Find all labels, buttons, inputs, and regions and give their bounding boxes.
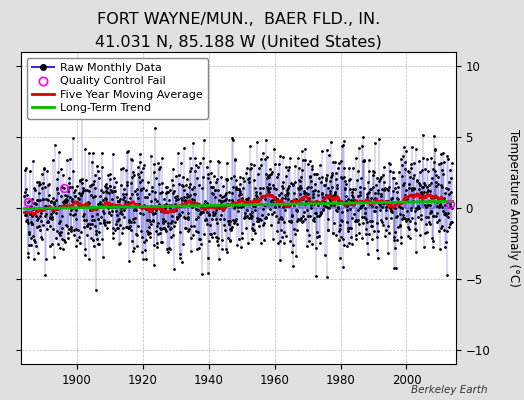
Y-axis label: Temperature Anomaly (°C): Temperature Anomaly (°C)	[507, 129, 520, 287]
Title: FORT WAYNE/MUN.,  BAER FLD., IN.
41.031 N, 85.188 W (United States): FORT WAYNE/MUN., BAER FLD., IN. 41.031 N…	[95, 12, 382, 50]
Text: Berkeley Earth: Berkeley Earth	[411, 385, 487, 395]
Legend: Raw Monthly Data, Quality Control Fail, Five Year Moving Average, Long-Term Tren: Raw Monthly Data, Quality Control Fail, …	[27, 58, 208, 119]
